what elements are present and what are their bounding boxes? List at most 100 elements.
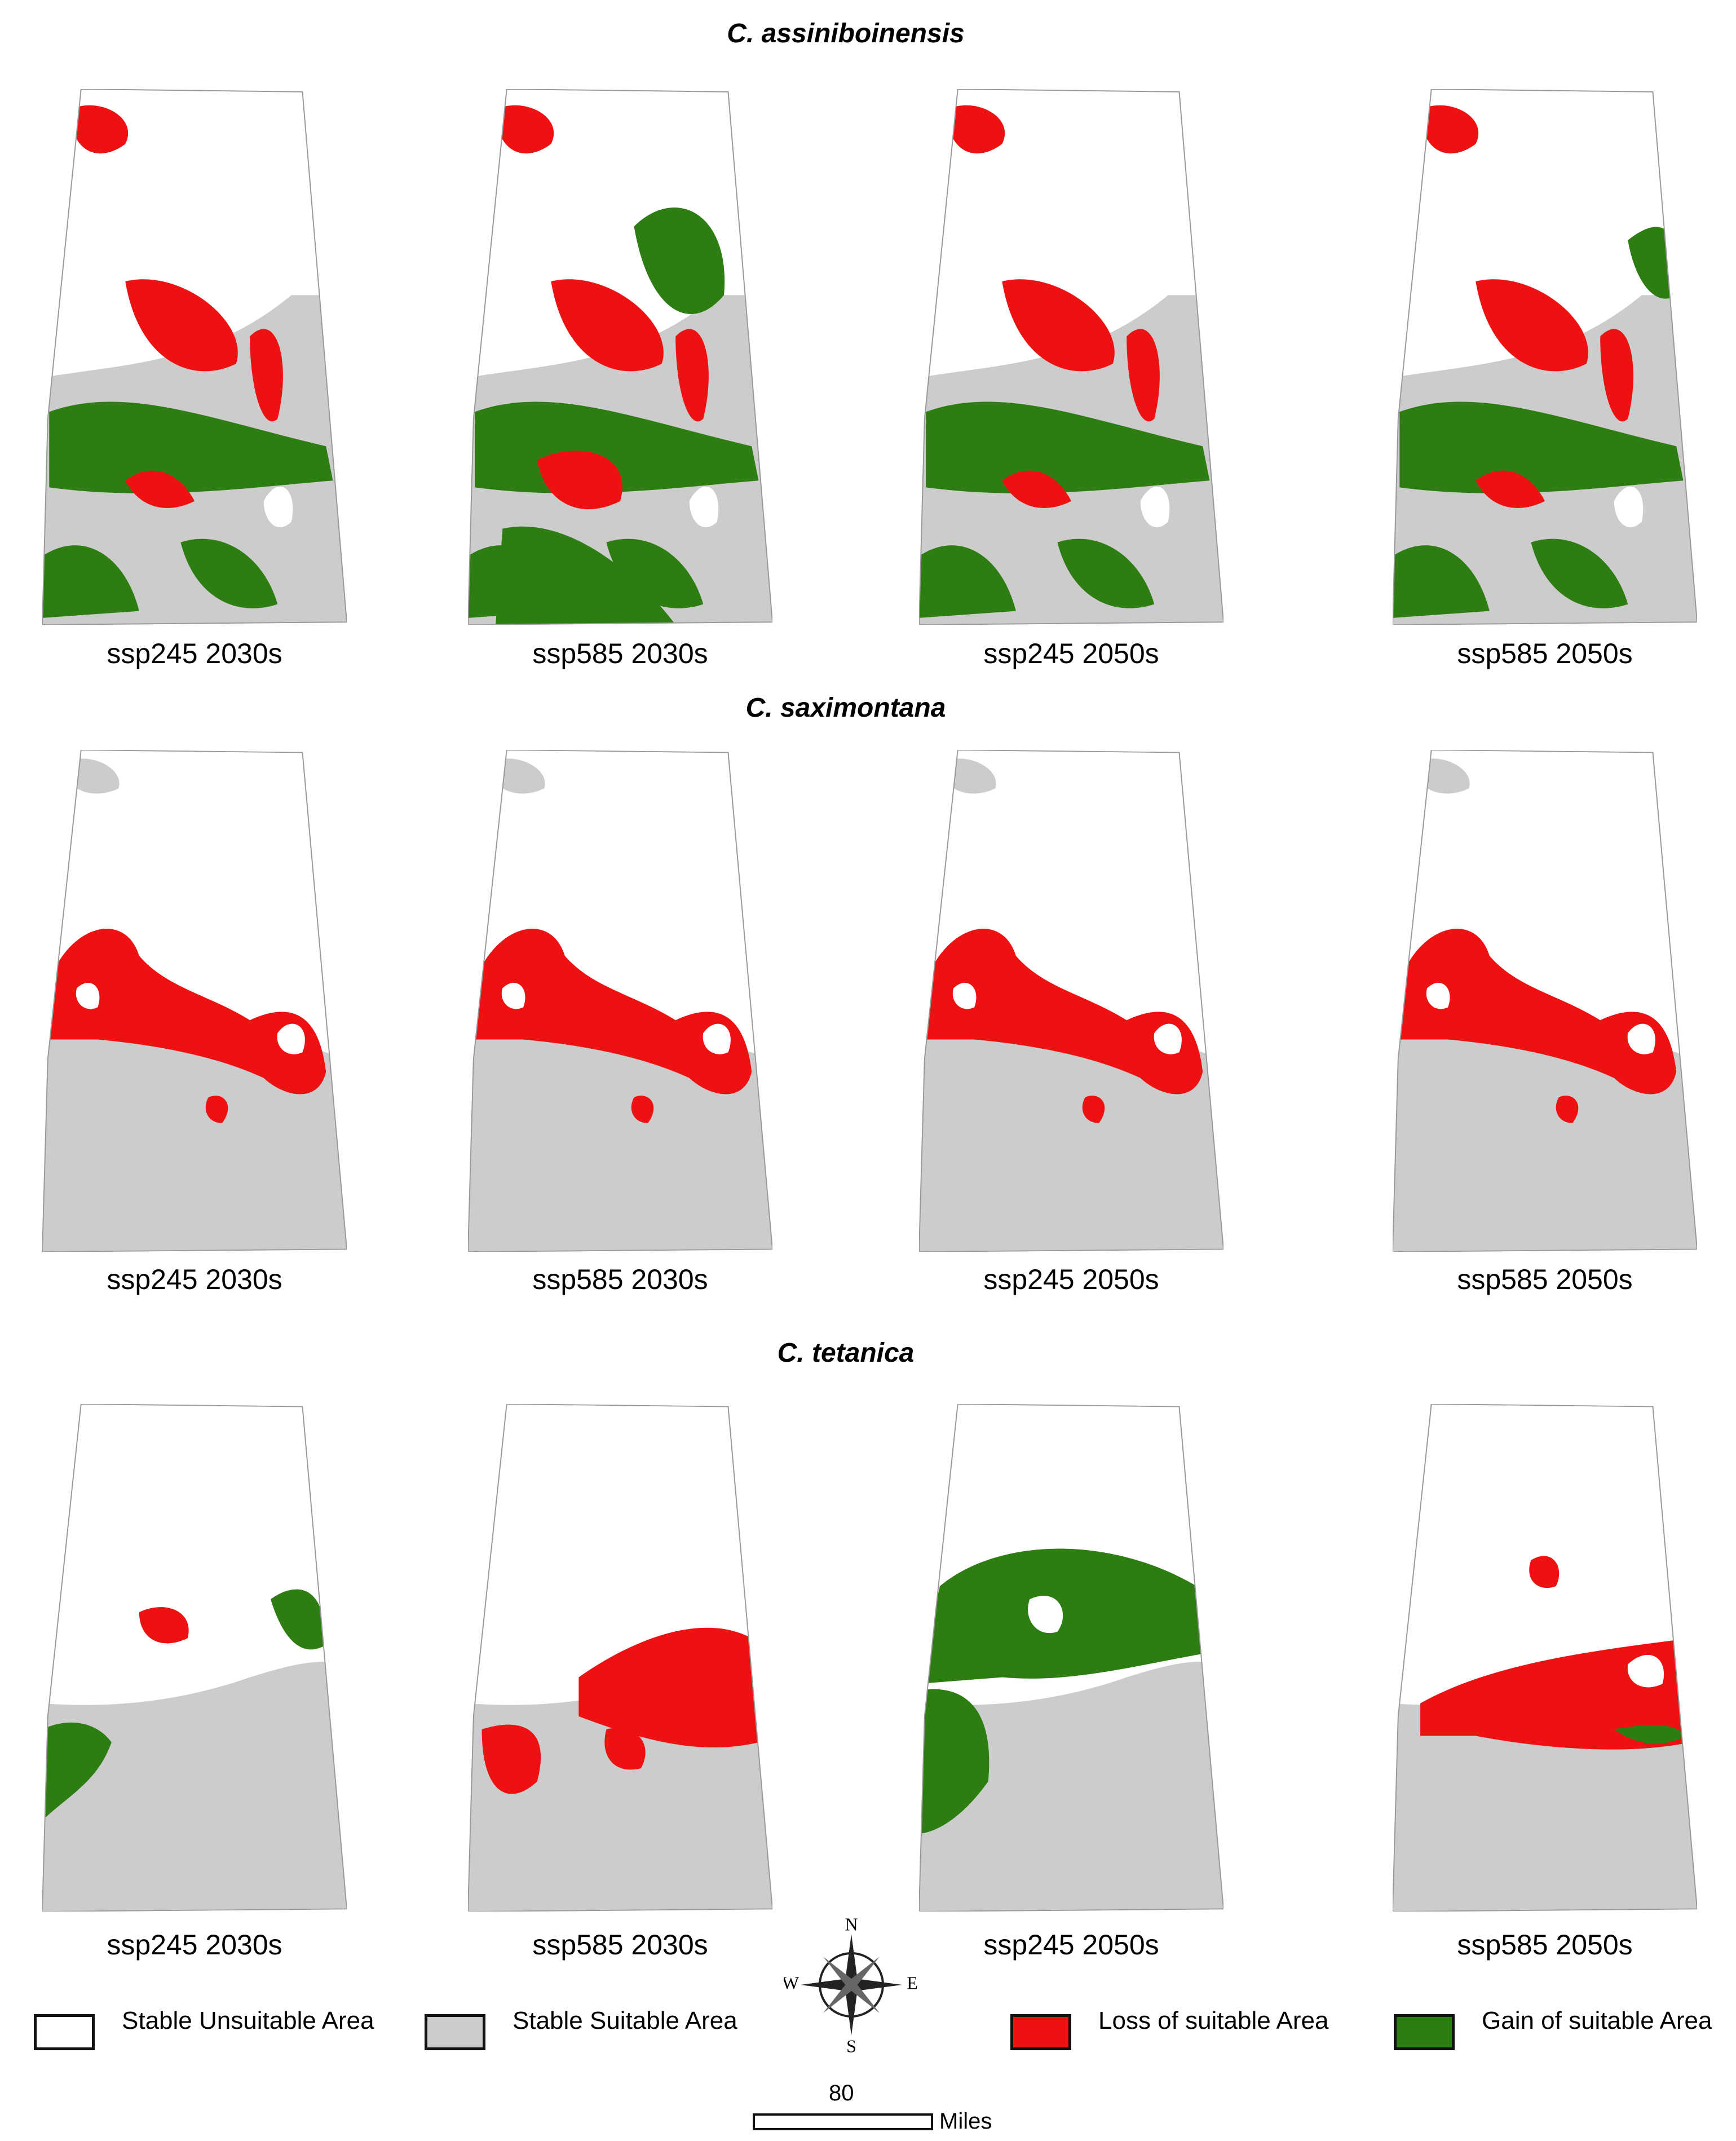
- legend-label: Stable Unsuitable Area: [122, 2007, 374, 2034]
- area-patch: [952, 982, 977, 1009]
- area-patch: [482, 1724, 541, 1794]
- area-patch: [1529, 1556, 1560, 1588]
- area-patch: [49, 929, 326, 1094]
- area-patch: [70, 105, 129, 154]
- scale-bar: [753, 2113, 933, 2130]
- area-patch: [1140, 486, 1170, 528]
- compass-letter: E: [907, 1972, 918, 1993]
- area-patch: [42, 1662, 347, 1912]
- species-title: C. tetanica: [777, 1338, 915, 1368]
- area-patch: [496, 526, 676, 625]
- scenario-label: ssp245 2030s: [107, 638, 282, 669]
- scenario-label: ssp585 2050s: [1457, 638, 1633, 669]
- area-patch: [1002, 470, 1071, 508]
- compass-letter: S: [846, 2036, 856, 2052]
- map-panel: [42, 1404, 347, 1912]
- area-patch: [1600, 329, 1633, 422]
- area-patch: [689, 486, 719, 528]
- legend-swatch: [1394, 2014, 1455, 2050]
- area-patch: [1399, 929, 1677, 1094]
- suitability-areas: [42, 758, 347, 1252]
- compass-letter: N: [845, 1917, 858, 1934]
- area-patch: [578, 1627, 759, 1748]
- scale-value: 80: [829, 2081, 854, 2105]
- map-panel: [468, 1404, 772, 1912]
- area-patch: [42, 1722, 112, 1821]
- area-patch: [1057, 538, 1155, 608]
- suitability-areas: [468, 758, 772, 1252]
- suitability-areas: [1393, 1556, 1697, 1912]
- scenario-label: ssp245 2050s: [983, 638, 1159, 669]
- scenario-label: ssp585 2050s: [1457, 1929, 1633, 1961]
- map-panel: [1393, 1404, 1697, 1912]
- area-patch: [1154, 1023, 1182, 1054]
- map-panel: [468, 750, 772, 1252]
- scenario-label: ssp585 2030s: [532, 1929, 708, 1961]
- area-patch: [606, 538, 704, 608]
- area-patch: [1028, 1595, 1063, 1634]
- area-patch: [1426, 982, 1450, 1009]
- area-patch: [76, 982, 100, 1009]
- area-patch: [42, 545, 139, 618]
- area-patch: [919, 545, 1016, 618]
- area-patch: [263, 486, 293, 528]
- area-patch: [1127, 329, 1160, 422]
- map-panel: [42, 89, 347, 625]
- area-patch: [1393, 545, 1490, 618]
- area-patch: [475, 929, 752, 1094]
- area-patch: [1476, 279, 1588, 372]
- species-title: C. saximontana: [745, 693, 946, 723]
- scenario-label: ssp585 2030s: [532, 638, 708, 669]
- area-patch: [926, 929, 1203, 1094]
- scenario-label: ssp245 2050s: [983, 1929, 1159, 1961]
- area-patch: [1556, 1096, 1579, 1123]
- suitability-areas: [919, 105, 1223, 625]
- province-outline: [1393, 89, 1697, 625]
- area-patch: [180, 538, 278, 608]
- province-outline: [919, 89, 1223, 625]
- area-patch: [250, 329, 283, 422]
- suitability-areas: [42, 105, 347, 625]
- scale-unit: Miles: [939, 2109, 992, 2134]
- area-patch: [604, 1728, 646, 1770]
- province-outline: [1393, 750, 1697, 1252]
- area-patch: [926, 401, 1210, 493]
- area-patch: [1002, 279, 1115, 372]
- province-outline: [919, 750, 1223, 1252]
- scenario-label: ssp245 2050s: [983, 1264, 1159, 1295]
- map-panel: [42, 750, 347, 1252]
- area-patch: [1614, 1725, 1686, 1744]
- area-patch: [1420, 105, 1479, 154]
- area-patch: [1531, 538, 1628, 608]
- map-panel: [468, 89, 772, 625]
- legend-label: Gain of suitable Area: [1482, 2007, 1712, 2034]
- legend-swatch: [34, 2014, 95, 2050]
- area-patch: [205, 1096, 228, 1123]
- province-outline: [42, 89, 347, 625]
- legend-swatch: [1010, 2014, 1071, 2050]
- scenario-label: ssp245 2030s: [107, 1264, 282, 1295]
- suitability-areas: [468, 105, 772, 625]
- area-patch: [49, 401, 333, 493]
- legend-label: Loss of suitable Area: [1098, 2007, 1329, 2034]
- area-patch: [125, 470, 195, 508]
- suitability-areas: [1393, 105, 1697, 625]
- area-patch: [703, 1023, 731, 1054]
- suitability-areas: [1393, 758, 1697, 1252]
- area-patch: [634, 208, 725, 314]
- area-patch: [271, 1589, 326, 1650]
- area-patch: [551, 279, 664, 372]
- area-patch: [125, 279, 238, 372]
- area-patch: [631, 1096, 654, 1123]
- province-outline: [468, 1404, 772, 1912]
- area-patch: [919, 1548, 1217, 1684]
- area-patch: [537, 451, 622, 510]
- legend-swatch: [425, 2014, 485, 2050]
- area-patch: [675, 329, 709, 422]
- compass-needle: [823, 1957, 880, 2013]
- map-panel: [1393, 750, 1697, 1252]
- compass: N E S W: [784, 1917, 918, 2052]
- suitability-areas: [919, 1548, 1223, 1912]
- province-outline: [42, 1404, 347, 1912]
- area-patch: [1627, 1023, 1655, 1054]
